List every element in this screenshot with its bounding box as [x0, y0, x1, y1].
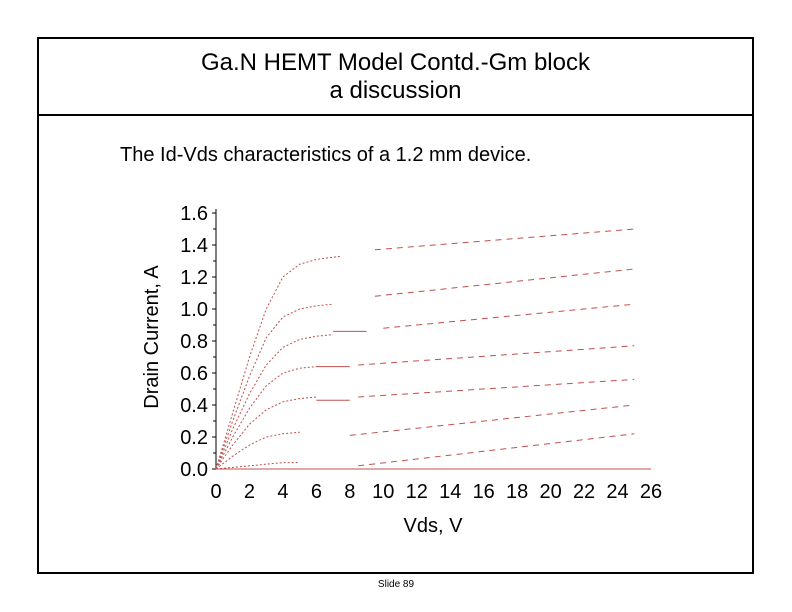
curves: [215, 228, 651, 470]
slide-title: Ga.N HEMT Model Contd.-Gm block: [200, 48, 590, 76]
x-tick-label: 6: [311, 481, 322, 503]
x-tick-label: 8: [344, 481, 355, 503]
series-line: [374, 228, 635, 251]
y-axis-label: Drain Current, A: [141, 265, 163, 409]
series-line: [358, 345, 635, 366]
x-tick-label: 24: [606, 481, 628, 503]
series-line: [215, 366, 317, 470]
y-tick-label: 1.2: [180, 267, 208, 289]
x-tick-label: 16: [473, 481, 495, 503]
slide-frame: Ga.N HEMT Model Contd.-Gm block a discus…: [37, 37, 754, 574]
y-tick-label: 0.8: [180, 331, 208, 353]
x-tick-label: 12: [406, 481, 428, 503]
series-line: [215, 303, 334, 470]
y-tick-label: 1.4: [180, 235, 208, 257]
x-axis: 0 2 4 6 8 10 12 14 16 18 20 22 24 26: [210, 468, 662, 503]
series-line: [215, 462, 300, 470]
x-tick-label: 2: [244, 481, 255, 503]
title-box: Ga.N HEMT Model Contd.-Gm block a discus…: [39, 39, 752, 116]
x-axis-label: Vds, V: [404, 515, 464, 537]
series-line: [374, 268, 635, 297]
x-tick-label: 4: [277, 481, 288, 503]
y-tick-label: 1.0: [180, 299, 208, 321]
y-tick-label: 0.2: [180, 427, 208, 449]
series-line: [358, 433, 635, 467]
y-tick-label: 1.6: [180, 203, 208, 225]
series-line: [215, 334, 334, 470]
slide-subtitle: The Id-Vds characteristics of a 1.2 mm d…: [120, 144, 532, 166]
series-line: [215, 255, 342, 470]
y-axis: 0.0 0.2 0.4 0.6 0.8 1.0 1.2 1.4 1.6: [180, 203, 217, 481]
series-line: [358, 378, 635, 398]
slide-title-line2: a discussion: [329, 76, 462, 104]
series-line: [383, 303, 635, 329]
x-tick-label: 14: [439, 481, 461, 503]
x-tick-label: 0: [210, 481, 221, 503]
series-line: [215, 396, 317, 470]
y-tick-label: 0.4: [180, 395, 208, 417]
series-line: [349, 404, 635, 436]
x-tick-label: 10: [372, 481, 394, 503]
y-tick-label: 0.6: [180, 363, 208, 385]
x-tick-label: 20: [539, 481, 561, 503]
slide-number: Slide 89: [377, 579, 415, 590]
x-tick-label: 26: [640, 481, 662, 503]
series-line: [215, 431, 300, 470]
y-tick-label: 0.0: [180, 459, 208, 481]
x-tick-label: 22: [573, 481, 595, 503]
x-tick-label: 18: [506, 481, 528, 503]
